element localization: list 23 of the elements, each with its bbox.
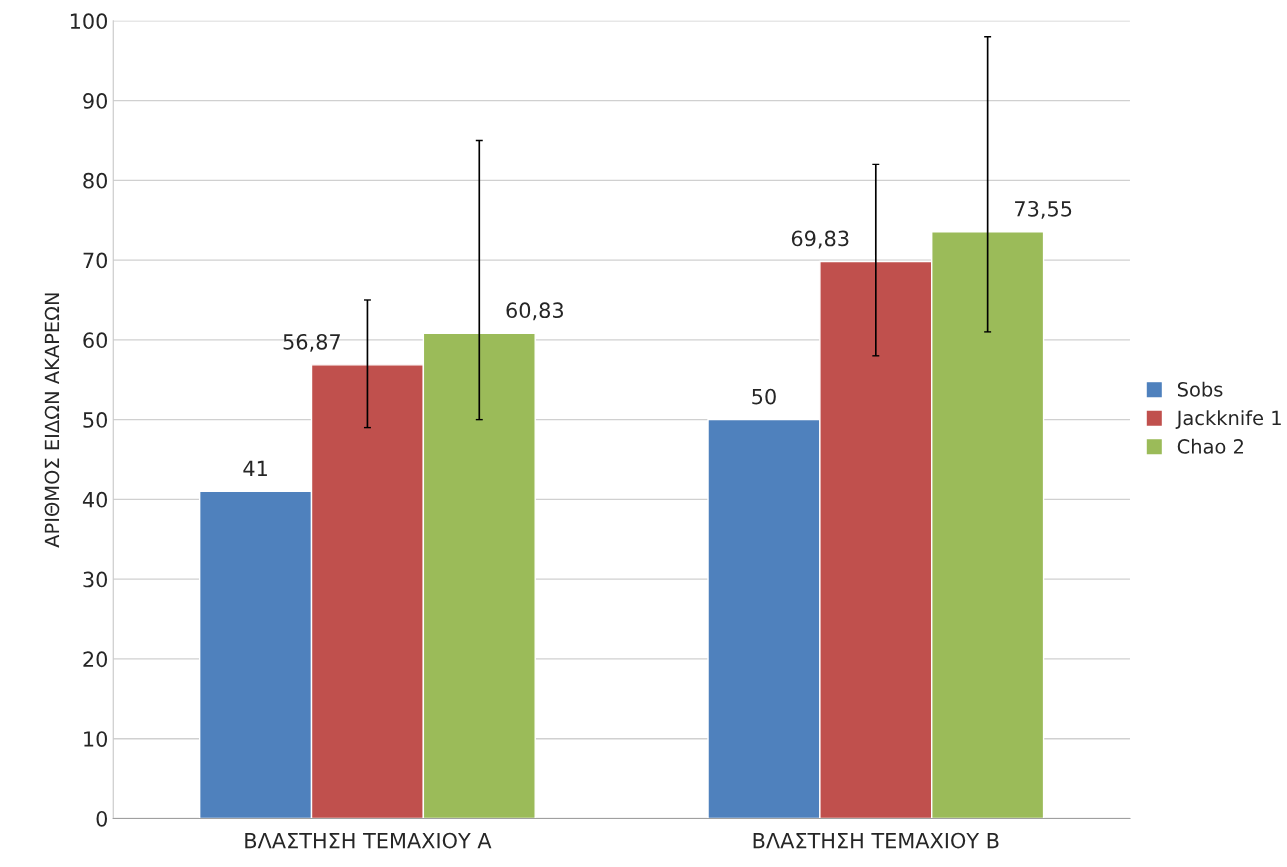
data-label: 41 [243, 460, 267, 476]
data-label: 60,83 [506, 302, 563, 321]
y-tick-label: 0 [96, 810, 108, 827]
data-label: 50 [752, 388, 776, 405]
y-tick-label: 80 [83, 172, 108, 189]
y-tick-label: 90 [83, 93, 108, 109]
y-tick-label: 70 [83, 252, 108, 269]
y-tick-label: 30 [83, 571, 108, 588]
y-tick-label: 10 [84, 731, 108, 747]
y-tick-label: 100 [70, 13, 108, 30]
y-tick-label: 50 [83, 412, 108, 428]
data-label: 56,87 [283, 333, 340, 352]
legend-label: Chao 2 [1177, 438, 1243, 454]
y-tick-label: 60 [83, 332, 108, 349]
y-axis-title: ΑΡΙΘΜΟΣ ΕΙΔΩΝ ΑΚΑΡΕΩΝ [44, 293, 60, 548]
y-tick-label: 20 [83, 651, 108, 668]
x-tick-label: ΒΛΑΣΤΗΣΗ ΤΕΜΑΧΙΟΥ Α [245, 832, 492, 849]
x-tick-label: ΒΛΑΣΤΗΣΗ ΤΕΜΑΧΙΟΥ Β [753, 832, 999, 849]
data-label: 73,55 [1015, 200, 1072, 219]
legend-label: Jackknife 1 [1175, 410, 1281, 429]
data-label: 69,83 [791, 230, 849, 249]
y-tick-label: 40 [82, 491, 108, 508]
legend-label: Sobs [1177, 381, 1223, 397]
